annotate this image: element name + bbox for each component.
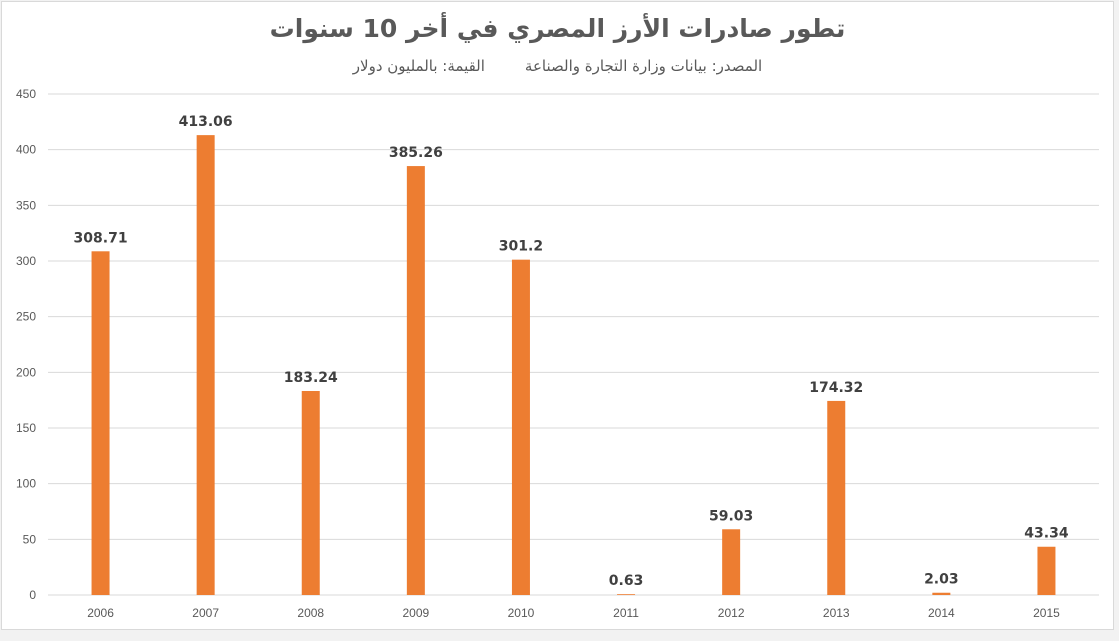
data-label-2011: 0.63	[609, 573, 644, 589]
data-label-2015: 43.34	[1024, 526, 1069, 542]
x-tick-label-2013: 2013	[823, 606, 850, 620]
x-tick-label-2012: 2012	[718, 606, 745, 620]
x-axis-ticks: 2006 2007 2008 2009 2010 2011 2012 2013 2014 2015	[87, 606, 1060, 620]
chart-subtitle: المصدر: بيانات وزارة التجارة والصناعة الق…	[2, 57, 1113, 75]
chart-source-note: المصدر: بيانات وزارة التجارة والصناعة	[524, 57, 763, 75]
bar-2008	[301, 390, 320, 595]
x-tick-label-2006: 2006	[87, 606, 114, 620]
chart-frame: تطور صادرات الأرز المصري في أخر 10 سنوات…	[1, 1, 1114, 630]
data-label-2014: 2.03	[924, 572, 959, 588]
x-tick-label-2014: 2014	[928, 606, 955, 620]
y-axis-ticks: 0 50 100 150 200 250 300 350 400 450	[16, 87, 36, 602]
bar-2014	[932, 592, 951, 595]
chart-unit-note: القيمة: بالمليون دولار	[352, 57, 485, 75]
bar-2015	[1037, 546, 1056, 595]
y-tick-label: 350	[16, 198, 36, 212]
bars	[91, 135, 1056, 596]
data-label-2009: 385.26	[389, 145, 443, 161]
y-tick-label: 200	[16, 365, 36, 379]
chart-title: تطور صادرات الأرز المصري في أخر 10 سنوات	[269, 14, 846, 43]
x-tick-label-2015: 2015	[1033, 606, 1060, 620]
bar-chart-plot: 0 50 100 150 200 250 300 350 400 450 308.71 413.06…	[16, 87, 1099, 620]
data-label-2012: 59.03	[709, 508, 753, 524]
y-tick-label: 300	[16, 254, 36, 268]
bar-2011	[617, 594, 636, 595]
data-labels: 308.71 413.06 183.24 385.26 301.2 0.63 59.03 17…	[74, 114, 1069, 589]
y-tick-label: 250	[16, 310, 36, 324]
x-tick-label-2009: 2009	[402, 606, 429, 620]
bar-2013	[827, 400, 846, 595]
y-tick-label: 0	[29, 588, 36, 602]
y-tick-label: 100	[16, 477, 36, 491]
bar-2006	[91, 251, 110, 596]
y-tick-label: 150	[16, 421, 36, 435]
data-label-2008: 183.24	[284, 370, 338, 386]
data-label-2007: 413.06	[179, 114, 233, 130]
gridlines	[48, 93, 1099, 596]
y-tick-label: 50	[23, 532, 37, 546]
data-label-2010: 301.2	[499, 239, 543, 255]
x-tick-label-2010: 2010	[508, 606, 535, 620]
x-tick-label-2008: 2008	[297, 606, 324, 620]
data-label-2013: 174.32	[809, 380, 863, 396]
y-tick-label: 400	[16, 143, 36, 157]
bar-2009	[406, 166, 425, 595]
x-tick-label-2011: 2011	[613, 606, 639, 620]
bar-2007	[196, 135, 215, 595]
x-tick-label-2007: 2007	[192, 606, 219, 620]
y-tick-label: 450	[16, 87, 36, 101]
data-label-2006: 308.71	[74, 230, 128, 246]
bar-2012	[722, 529, 741, 595]
bar-2010	[511, 259, 530, 595]
